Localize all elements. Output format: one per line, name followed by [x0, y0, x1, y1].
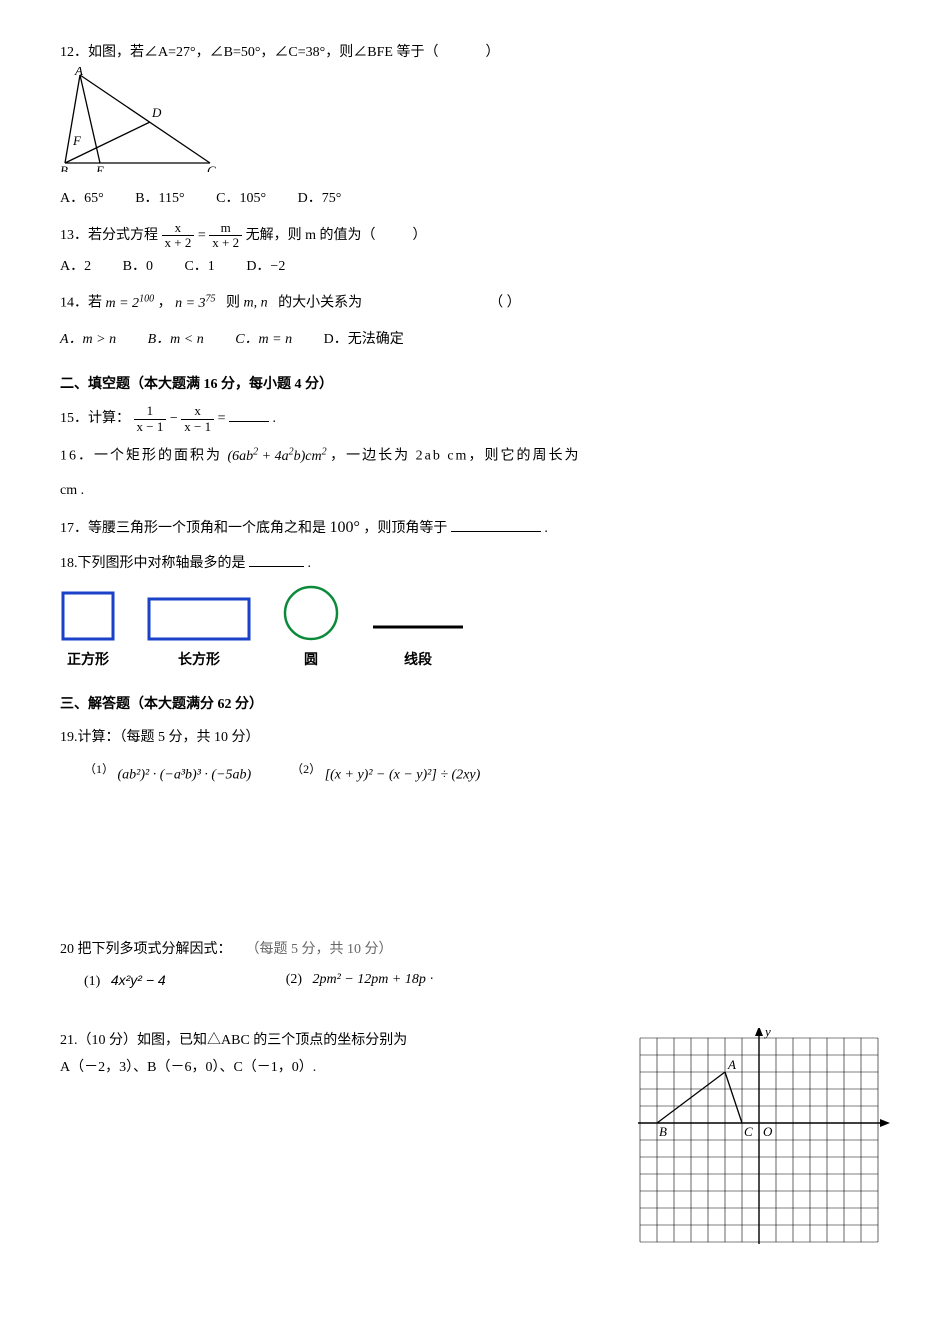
q14-comma: ， — [158, 296, 172, 311]
q13-stem-b: 无解，则 m 的值为（ — [246, 228, 376, 243]
q13-eq: = — [198, 228, 206, 243]
q16-expr: (6ab2 + 4a2b)cm2 — [228, 449, 331, 464]
svg-text:E: E — [95, 163, 104, 172]
q16-stem-a: 16．一个矩形的面积为 — [60, 449, 222, 464]
q14-n: n = 375 — [175, 296, 219, 311]
question-17: 17．等腰三角形一个顶角和一个底角之和是 100° ，则顶角等于 . — [60, 513, 890, 543]
q20-header-a: 20 把下列多项式分解因式： — [60, 942, 232, 957]
q13-stem-a: 13．若分式方程 — [60, 228, 158, 243]
q12-stem-prefix: 12．如图，若∠A=27°，∠B=50°，∠C=38°，则∠BFE 等于（ — [60, 45, 438, 60]
svg-text:B: B — [659, 1124, 667, 1139]
q15-period: . — [273, 411, 277, 426]
q14-opt-c: C．m = n — [235, 327, 292, 354]
q15-frac1: 1 x − 1 — [134, 404, 167, 434]
question-15: 15．计算： 1 x − 1 − x x − 1 = . — [60, 404, 890, 434]
q13-opt-b: B．0 — [123, 254, 153, 281]
question-14: 14．若 m = 2100 ， n = 375 则 m, n 的大小关系为 （ … — [60, 289, 890, 354]
q20-part1: (1) 4x²y² − 4 — [84, 967, 166, 996]
question-12: 12．如图，若∠A=27°，∠B=50°，∠C=38°，则∠BFE 等于（ ） … — [60, 40, 890, 213]
q13-opt-c: C．1 — [184, 254, 214, 281]
q15-frac2: x x − 1 — [181, 404, 214, 434]
q14-paren: （ ） — [489, 296, 521, 311]
q18-stem: 18.下列图形中对称轴最多的是 — [60, 556, 246, 571]
q12-opt-a: A．65° — [60, 186, 104, 213]
q16-unit: cm . — [60, 478, 890, 505]
q18-blank — [249, 552, 304, 567]
q14-opt-d: D．无法确定 — [324, 327, 404, 354]
q18-shapes: 正方形 长方形 圆 线段 — [60, 584, 890, 675]
q13-frac1: x x + 2 — [162, 221, 195, 251]
q18-period: . — [308, 556, 312, 571]
question-19: 19.计算：（每题 5 分，共 10 分） （1） (ab²)² · (−a³b… — [60, 725, 890, 789]
q15-eq: = — [218, 411, 226, 426]
q19-part1: （1） (ab²)² · (−a³b)³ · (−5ab) — [84, 758, 251, 789]
q14-stem-b: 则 — [226, 296, 240, 311]
svg-text:A: A — [74, 67, 83, 78]
q17-period: . — [544, 521, 548, 536]
q17-blank — [451, 517, 541, 532]
q12-options: A．65° B．115° C．105° D．75° — [60, 186, 890, 213]
question-21: xyOABC 21.（10 分）如图，已知△ABC 的三个顶点的坐标分别为 A（… — [60, 1028, 890, 1264]
q20-header-b: （每题 5 分，共 10 分） — [246, 942, 393, 957]
shape-segment: 线段 — [370, 612, 466, 675]
shape-circle: 圆 — [282, 584, 340, 675]
section-3-title: 三、解答题（本大题满分 62 分） — [60, 692, 890, 719]
q14-m: m = 2100 — [106, 296, 158, 311]
q13-stem-c: ） — [412, 228, 426, 243]
q19-header: 19.计算：（每题 5 分，共 10 分） — [60, 725, 890, 752]
q13-opt-d: D．−2 — [246, 254, 285, 281]
q13-options: A．2 B．0 C．1 D．−2 — [60, 254, 890, 281]
svg-text:y: y — [763, 1028, 771, 1039]
q14-mn: m, n — [244, 296, 268, 311]
q16-stem-b: ，一边长为 2ab cm，则它的周长为 — [330, 449, 580, 464]
q14-options: A．m > n B．m < n C．m = n D．无法确定 — [60, 327, 890, 354]
question-20: 20 把下列多项式分解因式： （每题 5 分，共 10 分） (1) 4x²y²… — [60, 937, 890, 996]
q12-opt-c: C．105° — [216, 186, 266, 213]
q14-stem-a: 14．若 — [60, 296, 102, 311]
svg-text:O: O — [763, 1124, 773, 1139]
svg-text:B: B — [60, 163, 68, 172]
q14-opt-a: A．m > n — [60, 327, 116, 354]
q14-stem-c: 的大小关系为 — [278, 296, 362, 311]
svg-text:F: F — [72, 133, 82, 148]
svg-text:C: C — [207, 163, 216, 172]
question-13: 13．若分式方程 x x + 2 = m x + 2 无解，则 m 的值为（ ）… — [60, 221, 890, 281]
q12-opt-b: B．115° — [135, 186, 184, 213]
question-18: 18.下列图形中对称轴最多的是 . 正方形 长方形 圆 线段 — [60, 551, 890, 674]
q12-opt-d: D．75° — [298, 186, 342, 213]
q17-deg: 100° — [330, 519, 360, 536]
q17-stem-a: 17．等腰三角形一个顶角和一个底角之和是 — [60, 521, 326, 536]
q15-minus: − — [170, 411, 178, 426]
q15-stem-a: 15．计算： — [60, 411, 130, 426]
q12-diagram: A B C D E F — [60, 67, 890, 183]
q13-opt-a: A．2 — [60, 254, 91, 281]
shape-rect: 长方形 — [146, 596, 252, 675]
q21-grid: xyOABC — [630, 1028, 890, 1264]
svg-text:A: A — [727, 1057, 736, 1072]
q15-blank — [229, 407, 269, 422]
shape-square: 正方形 — [60, 590, 116, 675]
svg-text:C: C — [744, 1124, 753, 1139]
q19-part2: （2） [(x + y)² − (x − y)²] ÷ (2xy) — [291, 758, 480, 789]
section-2-title: 二、填空题（本大题满 16 分，每小题 4 分） — [60, 372, 890, 399]
svg-text:D: D — [151, 105, 162, 120]
question-16: 16．一个矩形的面积为 (6ab2 + 4a2b)cm2 ，一边长为 2ab c… — [60, 442, 890, 470]
q20-part2: (2) 2pm² − 12pm + 18p · — [286, 967, 434, 996]
q13-frac2: m x + 2 — [209, 221, 242, 251]
q17-stem-b: ，则顶角等于 — [363, 521, 447, 536]
q14-opt-b: B．m < n — [148, 327, 204, 354]
q12-stem-suffix: ） — [485, 45, 499, 60]
